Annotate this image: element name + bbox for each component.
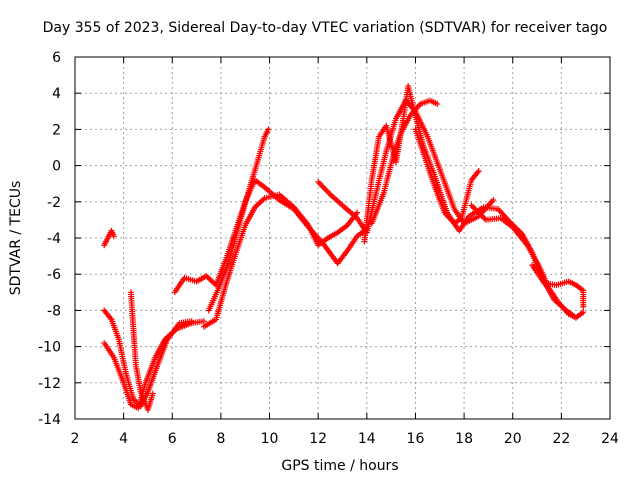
x-tick-label: 2 [71,431,80,447]
x-tick-label: 8 [216,431,225,447]
series-track-m [529,262,587,310]
data-point [580,303,587,310]
data-point [490,196,497,203]
y-tick-label: -8 [47,303,61,319]
series-track-h [315,97,497,236]
y-tick-label: -14 [38,412,61,428]
data-point [580,309,587,316]
series-track-d [127,289,156,413]
data-point [110,233,117,240]
series-track-k [412,126,482,227]
x-tick-label: 22 [552,431,570,447]
x-tick-label: 4 [119,431,128,447]
y-tick-labels: -14 -12 -10 -8 -6 -4 -2 0 2 4 6 [38,50,61,428]
data-point [265,126,272,133]
x-axis-label: GPS time / hours [281,458,398,474]
data-point [572,314,579,321]
chart-title: Day 355 of 2023, Sidereal Day-to-day VTE… [43,20,608,36]
y-tick-label: 0 [52,159,61,175]
y-tick-label: -10 [38,340,61,356]
data-point [149,390,156,397]
x-tick-label: 24 [601,431,619,447]
series-track-f [200,191,361,330]
y-tick-label: -2 [47,195,61,211]
data-point [354,209,361,216]
series-track-j [368,97,441,227]
y-tick-label: 6 [52,50,61,66]
x-tick-label: 12 [309,431,327,447]
x-tick-label: 18 [455,431,473,447]
y-axis-label: SDTVAR / TECUs [8,181,24,296]
x-tick-label: 6 [168,431,177,447]
series-track-c [101,318,207,412]
data-point [434,101,441,108]
data-point [260,196,267,203]
series-track-a [101,227,117,249]
y-tick-label: 2 [52,122,61,138]
y-tick-label: 4 [52,86,61,102]
data-point [200,318,207,325]
y-tick-label: -6 [47,267,61,283]
y-tick-label: -4 [47,231,61,247]
x-tick-label: 20 [504,431,522,447]
grid-lines [75,57,610,419]
x-tick-label: 16 [407,431,425,447]
axis-ticks [74,56,611,420]
data-points [101,82,587,413]
y-tick-label: -12 [38,376,61,392]
series-track-g [205,126,272,314]
x-tick-label: 10 [261,431,279,447]
x-tick-labels: 2 4 6 8 10 12 14 16 18 20 22 24 [71,431,619,447]
x-tick-label: 14 [358,431,376,447]
data-point [475,168,482,175]
